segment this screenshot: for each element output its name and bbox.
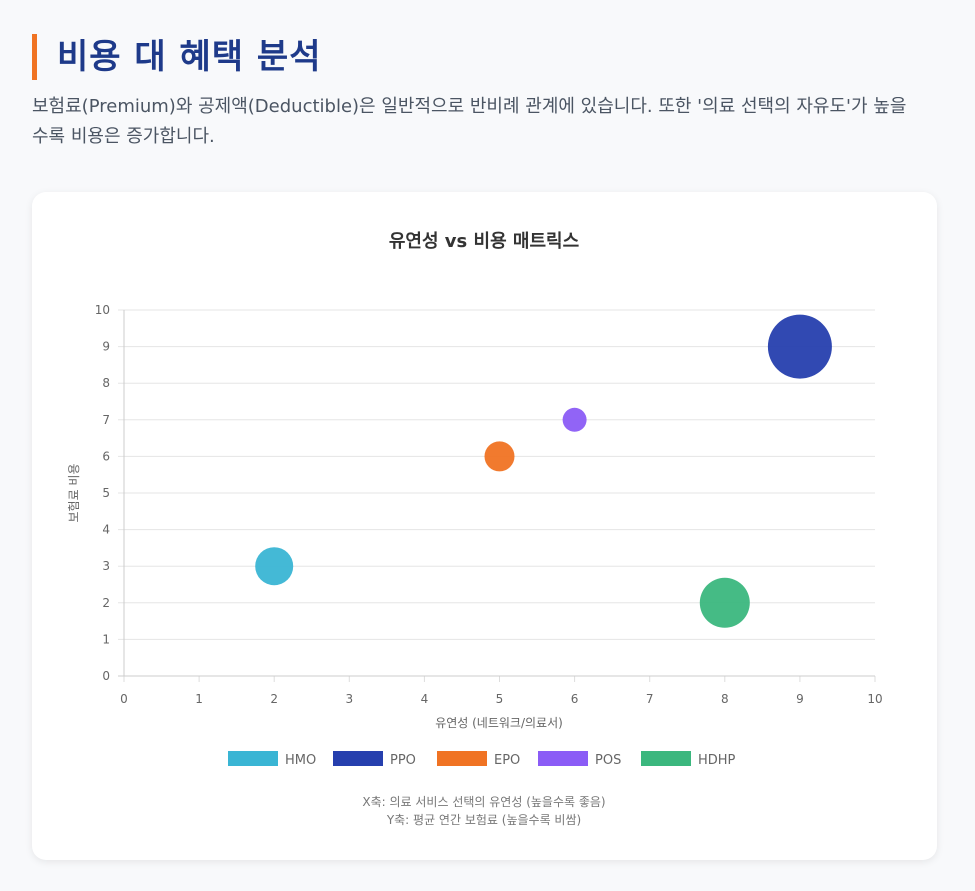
legend-swatch-pos bbox=[538, 751, 588, 766]
page-title: 비용 대 혜택 분석 bbox=[32, 34, 321, 80]
x-tick-label: 9 bbox=[796, 692, 804, 706]
y-tick-label: 1 bbox=[102, 632, 110, 646]
y-tick-label: 2 bbox=[102, 596, 110, 610]
x-tick-label: 6 bbox=[571, 692, 579, 706]
x-tick-label: 0 bbox=[120, 692, 128, 706]
bubble-pos bbox=[562, 407, 587, 432]
legend-swatch-epo bbox=[437, 751, 487, 766]
chart-note: X축: 의료 서비스 선택의 유연성 (높을수록 좋음) bbox=[362, 795, 605, 809]
x-axis-label: 유연성 (네트워크/의료서) bbox=[435, 716, 563, 730]
y-tick-label: 5 bbox=[102, 486, 110, 500]
x-tick-label: 8 bbox=[721, 692, 729, 706]
legend-label-hdhp: HDHP bbox=[698, 753, 736, 768]
bubble-hdhp bbox=[699, 577, 750, 628]
chart-card bbox=[32, 192, 937, 860]
y-tick-label: 8 bbox=[102, 376, 110, 390]
x-tick-label: 7 bbox=[646, 692, 654, 706]
x-tick-label: 3 bbox=[345, 692, 353, 706]
y-tick-label: 3 bbox=[102, 559, 110, 573]
legend-label-epo: EPO bbox=[494, 753, 520, 768]
legend-label-ppo: PPO bbox=[390, 753, 416, 768]
legend-swatch-hdhp bbox=[641, 751, 691, 766]
y-tick-label: 0 bbox=[102, 669, 110, 683]
y-tick-label: 10 bbox=[95, 303, 110, 317]
x-tick-label: 10 bbox=[867, 692, 882, 706]
chart-title: 유연성 vs 비용 매트릭스 bbox=[389, 231, 579, 252]
bubble-ppo bbox=[767, 314, 832, 379]
chart-note: Y축: 평균 연간 보험료 (높을수록 비쌈) bbox=[386, 813, 581, 827]
x-tick-label: 1 bbox=[195, 692, 203, 706]
y-tick-label: 7 bbox=[102, 413, 110, 427]
legend-label-hmo: HMO bbox=[285, 753, 316, 768]
y-axis-label: 보험료 비용 bbox=[67, 463, 81, 522]
page-description: 보험료(Premium)와 공제액(Deductible)은 일반적으로 반비례… bbox=[32, 96, 907, 147]
bubble-epo bbox=[484, 441, 515, 472]
x-tick-label: 5 bbox=[496, 692, 504, 706]
y-tick-label: 9 bbox=[102, 340, 110, 354]
legend-swatch-hmo bbox=[228, 751, 278, 766]
x-tick-label: 4 bbox=[421, 692, 429, 706]
legend-label-pos: POS bbox=[595, 753, 621, 768]
legend-swatch-ppo bbox=[333, 751, 383, 766]
x-tick-label: 2 bbox=[270, 692, 278, 706]
y-tick-label: 6 bbox=[102, 449, 110, 463]
y-tick-label: 4 bbox=[102, 523, 110, 537]
bubble-hmo bbox=[255, 547, 294, 586]
